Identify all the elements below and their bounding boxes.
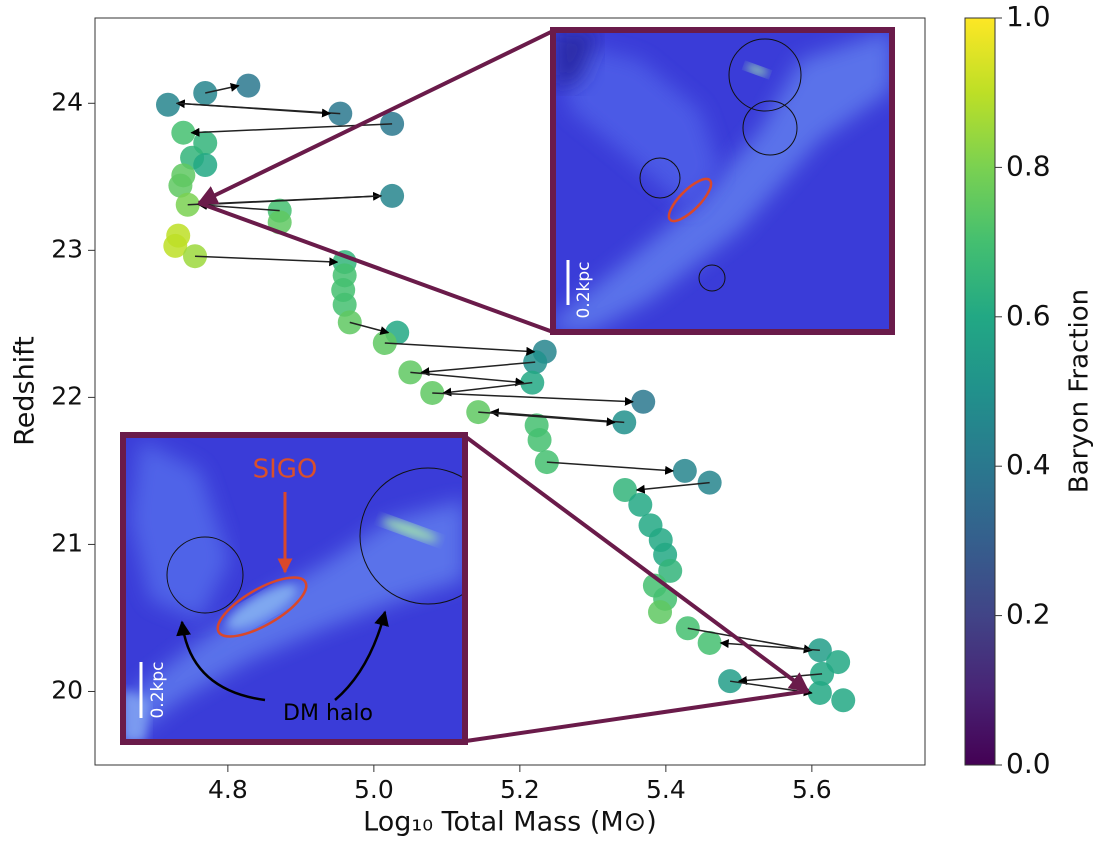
point bbox=[698, 631, 722, 655]
colorbar-tick-label: 0.2 bbox=[1006, 598, 1051, 631]
y-tick-label: 23 bbox=[51, 234, 83, 263]
y-tick-label: 21 bbox=[51, 528, 83, 557]
point bbox=[831, 688, 855, 712]
point bbox=[528, 428, 552, 452]
y-tick-label: 22 bbox=[51, 381, 83, 410]
point bbox=[648, 600, 672, 624]
point bbox=[193, 153, 217, 177]
colorbar: 0.0 0.2 0.4 0.6 0.8 1.0 bbox=[965, 0, 1051, 780]
point bbox=[236, 74, 260, 98]
x-tick-label: 5.4 bbox=[646, 775, 686, 804]
x-tick-label: 4.8 bbox=[208, 775, 248, 804]
inset-bottom: 0.2kpc SIGO DM halo bbox=[123, 435, 496, 742]
x-tick-label: 5.2 bbox=[500, 775, 540, 804]
point bbox=[380, 184, 404, 208]
colorbar-tick-label: 0.6 bbox=[1006, 299, 1051, 332]
x-tick-label: 5.0 bbox=[354, 775, 394, 804]
colorbar-label: Baryon Fraction bbox=[1065, 289, 1095, 493]
x-tick-label: 5.6 bbox=[792, 775, 832, 804]
point bbox=[631, 390, 655, 414]
scale-bar-label: 0.2kpc bbox=[148, 661, 168, 718]
point bbox=[673, 459, 697, 483]
colorbar-tick-label: 0.4 bbox=[1006, 448, 1051, 481]
colorbar-tick-label: 0.8 bbox=[1006, 149, 1051, 182]
point bbox=[628, 493, 652, 517]
colorbar-tick-label: 0.0 bbox=[1006, 747, 1051, 780]
inset-top: 0.2kpc bbox=[553, 30, 892, 332]
scale-bar-label: 0.2kpc bbox=[574, 261, 594, 318]
figure: 4.8 5.0 5.2 5.4 5.6 20 21 22 23 24 0.2kpc bbox=[0, 0, 1102, 844]
colorbar-tick-label: 1.0 bbox=[1006, 0, 1051, 33]
point bbox=[156, 93, 180, 117]
sigo-label: SIGO bbox=[253, 455, 318, 485]
x-axis-label: Log₁₀ Total Mass (M⊙) bbox=[363, 807, 657, 838]
y-axis-label: Redshift bbox=[10, 336, 41, 446]
y-tick-label: 20 bbox=[51, 675, 83, 704]
y-tick-label: 24 bbox=[51, 87, 83, 116]
dm-halo-label: DM halo bbox=[283, 701, 373, 726]
colorbar-scale bbox=[965, 18, 995, 765]
